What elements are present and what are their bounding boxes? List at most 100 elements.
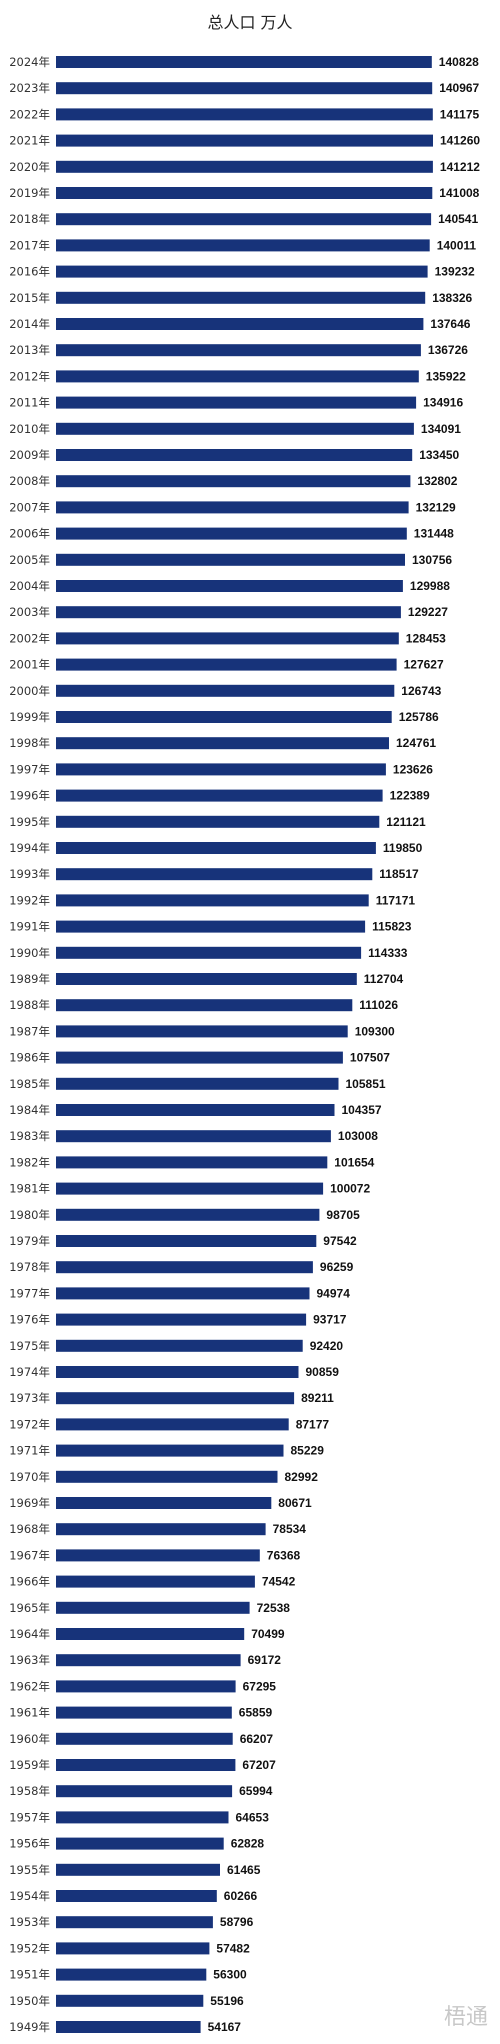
category-label: 1980年 — [9, 1208, 50, 1222]
value-label: 137646 — [430, 317, 470, 331]
value-label: 134916 — [423, 396, 463, 410]
category-label: 1960年 — [9, 1732, 50, 1746]
bar — [56, 1654, 241, 1667]
bar — [56, 475, 411, 488]
category-label: 1997年 — [9, 762, 50, 776]
bar — [56, 973, 357, 985]
value-label: 135922 — [426, 369, 466, 383]
bar — [56, 1732, 233, 1745]
bar — [56, 946, 362, 959]
bar — [56, 789, 383, 802]
value-label: 140011 — [437, 238, 477, 252]
value-label: 126743 — [401, 684, 441, 698]
category-label: 2005年 — [9, 553, 50, 567]
value-label: 128453 — [406, 631, 446, 645]
category-label: 1978年 — [9, 1260, 50, 1274]
category-label: 1949年 — [9, 2020, 50, 2034]
value-label: 62828 — [231, 1837, 265, 1851]
value-label: 70499 — [251, 1627, 285, 1641]
value-label: 129227 — [408, 605, 448, 619]
value-label: 138326 — [432, 291, 472, 305]
value-label: 85229 — [291, 1444, 325, 1458]
category-label: 1983年 — [9, 1129, 50, 1143]
bar-rows: 2024年 140828 2023年 140967 2022年 141175 2021年 14… — [9, 55, 480, 2034]
category-label: 1986年 — [9, 1051, 50, 1065]
value-label: 65994 — [239, 1784, 273, 1798]
category-label: 1995年 — [9, 815, 50, 829]
category-label: 1958年 — [9, 1784, 50, 1798]
value-label: 132129 — [416, 500, 456, 514]
value-label: 60266 — [224, 1889, 258, 1903]
bar — [56, 1811, 229, 1824]
bar — [56, 580, 403, 592]
bar — [56, 737, 389, 750]
bar — [56, 868, 373, 881]
bar — [56, 344, 421, 357]
category-label: 2008年 — [9, 474, 50, 488]
value-label: 133450 — [419, 448, 459, 462]
value-label: 58796 — [220, 1915, 254, 1929]
category-label: 2022年 — [9, 107, 50, 121]
bar — [56, 606, 401, 619]
bar — [56, 449, 413, 461]
bar — [56, 1628, 245, 1640]
category-label: 1967年 — [9, 1548, 50, 1562]
category-label: 1957年 — [9, 1810, 50, 1824]
bar — [56, 265, 428, 278]
value-label: 55196 — [210, 1994, 244, 2008]
value-label: 65859 — [239, 1706, 273, 1720]
category-label: 2017年 — [9, 238, 50, 252]
value-label: 123626 — [393, 762, 433, 776]
bar — [56, 815, 380, 828]
bar — [56, 632, 399, 645]
bar — [56, 56, 432, 68]
bar — [56, 1313, 307, 1326]
category-label: 1951年 — [9, 1968, 50, 1982]
category-label: 1953年 — [9, 1915, 50, 1929]
value-label: 118517 — [379, 867, 419, 881]
bar — [56, 1601, 250, 1614]
category-label: 1998年 — [9, 736, 50, 750]
category-label: 2015年 — [9, 291, 50, 305]
value-label: 104357 — [342, 1103, 382, 1117]
category-label: 1973年 — [9, 1391, 50, 1405]
bar — [56, 658, 397, 671]
category-label: 1977年 — [9, 1286, 50, 1300]
category-label: 2009年 — [9, 448, 50, 462]
value-label: 119850 — [383, 841, 423, 855]
category-label: 1987年 — [9, 1024, 50, 1038]
value-label: 134091 — [421, 422, 461, 436]
category-label: 1975年 — [9, 1339, 50, 1353]
category-label: 2011年 — [9, 396, 50, 410]
value-label: 90859 — [306, 1365, 340, 1379]
value-label: 127627 — [404, 658, 444, 672]
bar — [56, 370, 419, 383]
bar — [56, 1392, 295, 1405]
category-label: 2006年 — [9, 527, 50, 541]
value-label: 74542 — [262, 1575, 296, 1589]
bar — [56, 1025, 348, 1038]
category-label: 1961年 — [9, 1706, 50, 1720]
value-label: 82992 — [285, 1470, 319, 1484]
bar — [56, 318, 424, 330]
bar — [56, 1470, 278, 1483]
bar — [56, 711, 392, 723]
value-label: 57482 — [216, 1941, 250, 1955]
bar — [56, 1208, 320, 1221]
category-label: 1991年 — [9, 920, 50, 934]
category-label: 1994年 — [9, 841, 50, 855]
value-label: 114333 — [368, 946, 408, 960]
watermark-text: 梧通 — [444, 2005, 488, 2030]
value-label: 96259 — [320, 1260, 354, 1274]
category-label: 1972年 — [9, 1417, 50, 1431]
bar — [56, 134, 433, 147]
category-label: 1976年 — [9, 1313, 50, 1327]
value-label: 87177 — [296, 1417, 330, 1431]
value-label: 115823 — [372, 920, 412, 934]
bar — [56, 1104, 335, 1116]
category-label: 1979年 — [9, 1234, 50, 1248]
category-label: 1981年 — [9, 1182, 50, 1196]
bar — [56, 1156, 328, 1169]
bar — [56, 1680, 236, 1693]
